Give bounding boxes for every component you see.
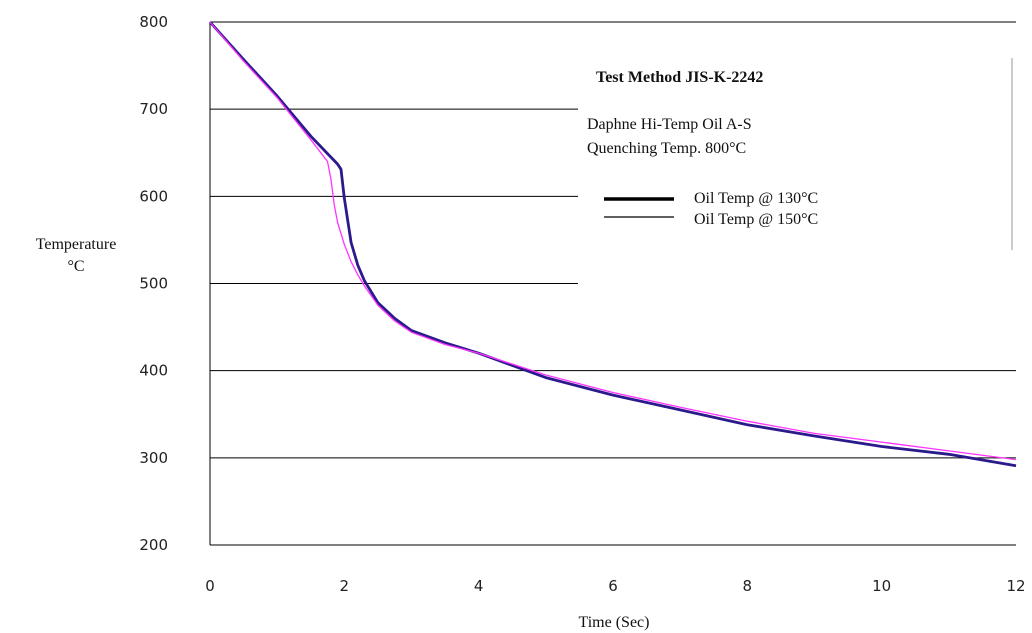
- x-tick-label-4: 4: [474, 577, 484, 595]
- tick-labels: 200 300 400 500 600 700 800 0 2 4 6 8 10 12: [139, 13, 1025, 595]
- series-line-150: [209, 21, 1017, 461]
- y-axis-title-line-2: °C: [67, 258, 84, 275]
- y-axis-title-line-1: Temperature: [36, 236, 117, 253]
- x-tick-label-10: 10: [872, 577, 891, 595]
- x-tick-label-6: 6: [608, 577, 618, 595]
- x-tick-label-0: 0: [205, 577, 215, 595]
- x-tick-label-12: 12: [1006, 577, 1025, 595]
- legend-label-150: Oil Temp @ 150°C: [694, 211, 818, 228]
- x-tick-label-8: 8: [743, 577, 753, 595]
- series-group: [208, 21, 1017, 468]
- series-line-130: [208, 21, 1017, 468]
- y-tick-label-600: 600: [139, 187, 168, 205]
- legend-title: Test Method JIS-K-2242: [596, 69, 763, 86]
- y-tick-label-800: 800: [139, 13, 168, 31]
- legend: Test Method JIS-K-2242 Daphne Hi-Temp Oi…: [578, 58, 1016, 288]
- legend-line-1: Daphne Hi-Temp Oil A-S: [587, 116, 752, 133]
- y-tick-label-500: 500: [139, 275, 168, 293]
- y-tick-label-300: 300: [139, 449, 168, 467]
- y-tick-label-700: 700: [139, 100, 168, 118]
- axes: [209, 22, 1016, 546]
- legend-label-130: Oil Temp @ 130°C: [694, 190, 818, 207]
- legend-box: [578, 58, 1016, 288]
- y-tick-label-200: 200: [139, 536, 168, 554]
- y-tick-label-400: 400: [139, 362, 168, 380]
- legend-line-2: Quenching Temp. 800°C: [587, 140, 746, 157]
- x-tick-label-2: 2: [340, 577, 350, 595]
- x-axis-title: Time (Sec): [579, 614, 650, 631]
